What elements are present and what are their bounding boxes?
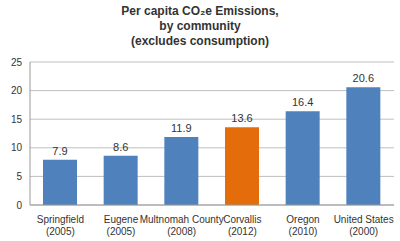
svg-text:7.9: 7.9 [52, 145, 67, 157]
svg-text:Multnomah County(2008): Multnomah County(2008) [140, 214, 224, 237]
svg-text:20: 20 [11, 85, 23, 96]
svg-text:5: 5 [16, 171, 22, 182]
svg-text:Oregon(2010): Oregon(2010) [286, 214, 319, 237]
svg-text:10: 10 [11, 142, 23, 153]
svg-text:8.6: 8.6 [113, 141, 128, 153]
html-text:by community: by community [159, 19, 241, 33]
svg-text:Springfield(2005): Springfield(2005) [37, 214, 84, 237]
svg-text:15: 15 [11, 114, 23, 125]
svg-text:20.6: 20.6 [353, 72, 374, 84]
html-text:(excludes consumption): (excludes consumption) [131, 34, 269, 48]
svg-text:13.6: 13.6 [231, 112, 252, 124]
svg-text:0: 0 [16, 200, 22, 211]
svg-text:Eugene(2005): Eugene(2005) [104, 214, 139, 237]
svg-text:Corvallis(2012): Corvallis(2012) [223, 214, 261, 237]
svg-text:11.9: 11.9 [171, 122, 192, 134]
svg-text:25: 25 [11, 57, 23, 68]
svg-text:16.4: 16.4 [292, 96, 313, 108]
svg-text:United States(2000): United States(2000) [334, 214, 392, 237]
html-text:Per capita CO₂e Emissions,: Per capita CO₂e Emissions, [121, 4, 279, 18]
